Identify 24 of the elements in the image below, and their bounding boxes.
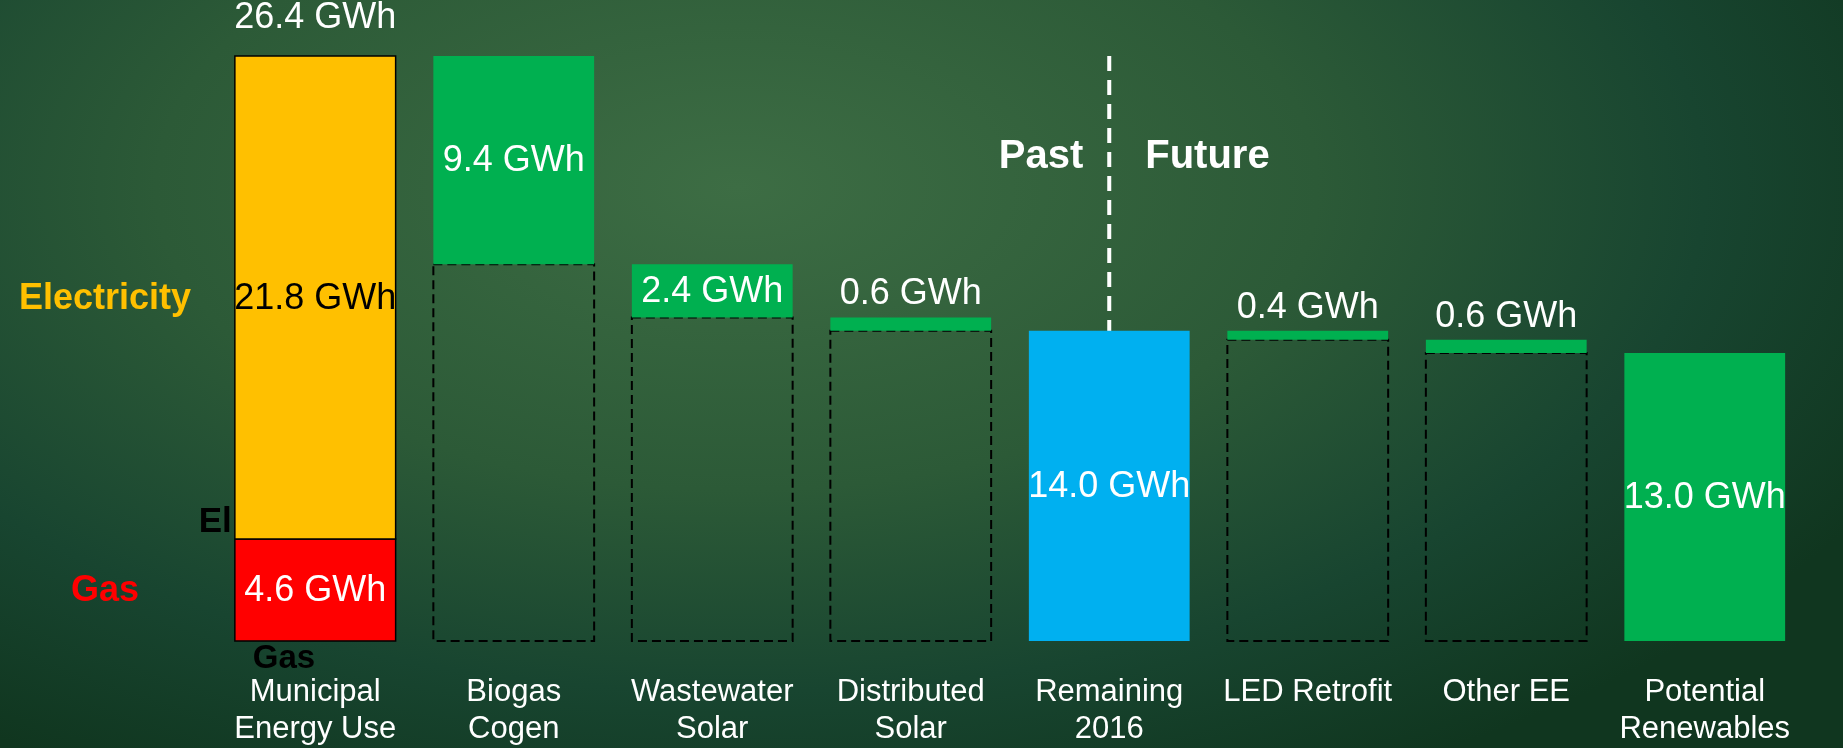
x-tick-label: Other EE xyxy=(1442,672,1570,708)
x-tick-label: Municipal Energy Use xyxy=(234,672,397,745)
annotation: El xyxy=(198,500,232,540)
text: Gas xyxy=(70,568,140,610)
x-tick-label: Remaining 2016 xyxy=(1035,672,1184,745)
data-label: 0.6 GWh xyxy=(1435,293,1578,335)
data-label: 14.0 GWh xyxy=(1028,463,1191,505)
data-label: 13.0 GWh xyxy=(1623,474,1786,516)
x-tick-label: Potential Renewables xyxy=(1619,672,1791,745)
data-label: 21.8 GWh xyxy=(234,275,397,317)
annotation: Future xyxy=(1145,131,1270,176)
x-tick-label: Wastewater Solar xyxy=(630,672,794,745)
x-tick-label: Biogas Cogen xyxy=(466,672,562,745)
annotation: Past xyxy=(998,131,1084,176)
data-label: 0.6 GWh xyxy=(839,271,982,313)
data-label: 2.4 GWh xyxy=(641,268,784,310)
total-label: 26.4 GWh xyxy=(234,0,397,36)
data-label: 4.6 GWh xyxy=(244,568,387,610)
data-label: 0.4 GWh xyxy=(1236,284,1379,326)
series-label: Electricity xyxy=(18,275,192,317)
data-label: 9.4 GWh xyxy=(442,138,585,180)
x-tick-label: Distributed Solar xyxy=(836,672,985,745)
annotation: Gas xyxy=(252,638,316,675)
x-tick-label: LED Retrofit xyxy=(1223,672,1393,708)
